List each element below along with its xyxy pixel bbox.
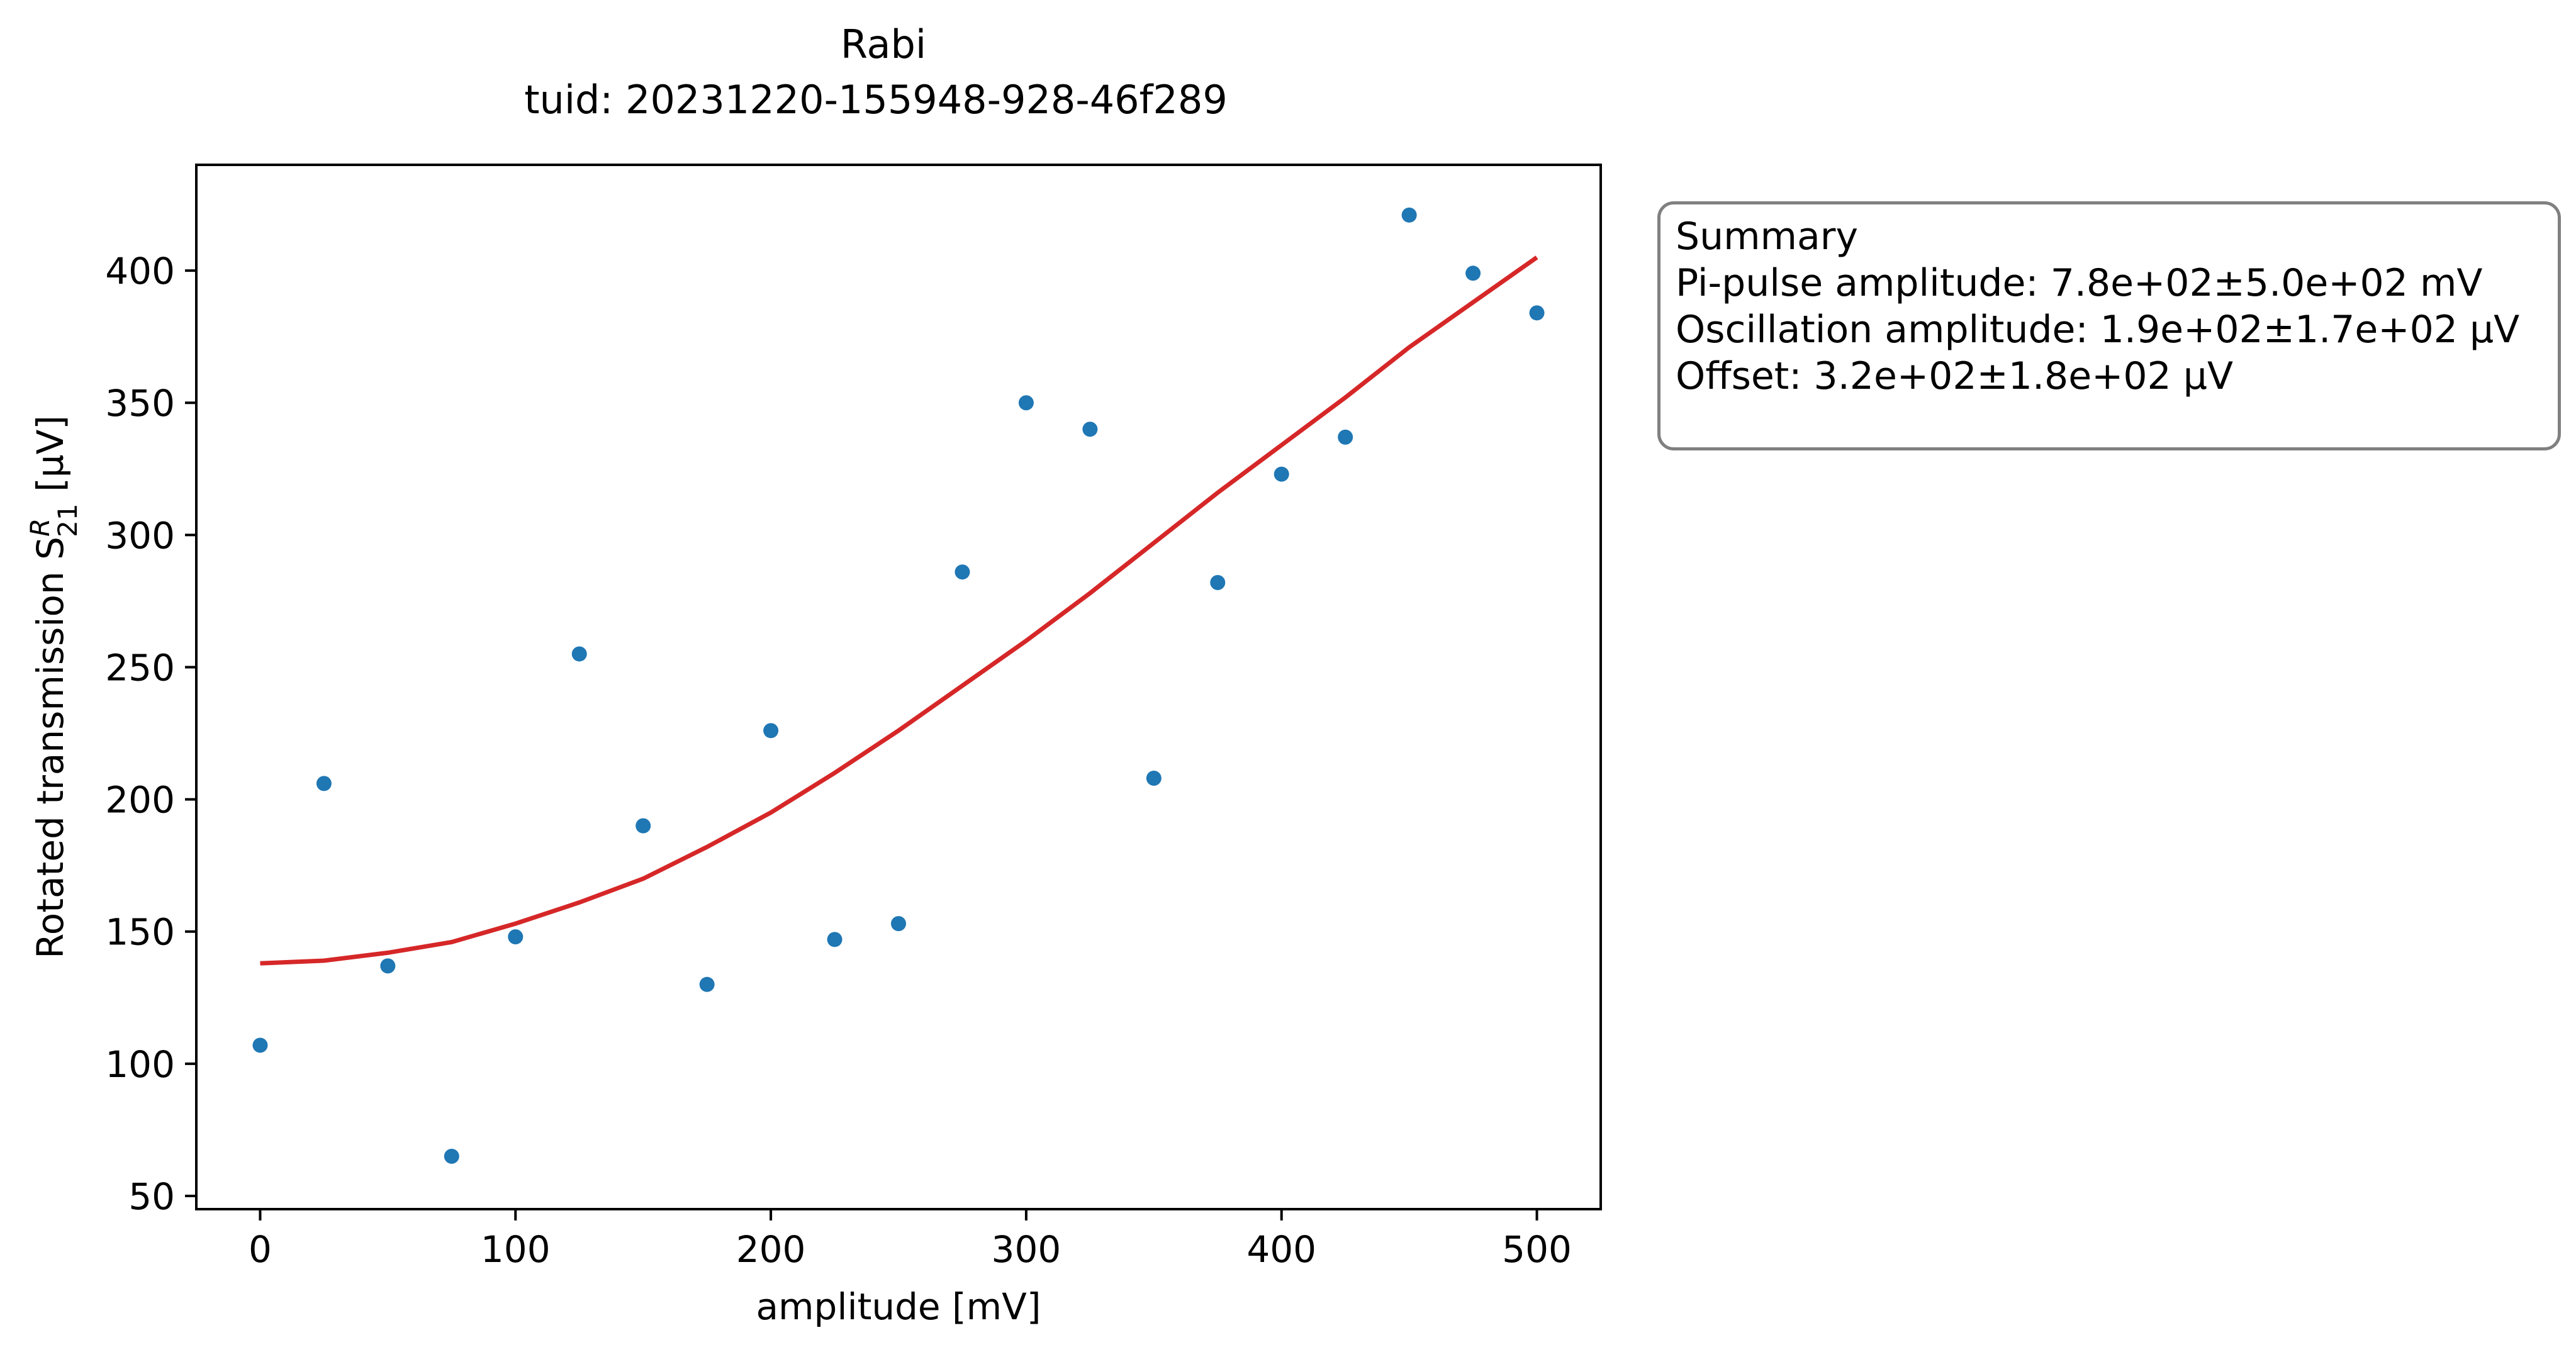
summary-title: Summary [1676,215,1858,259]
y-tick-label: 300 [105,514,175,557]
summary-box: Summary Pi-pulse amplitude: 7.8e+02±5.0e… [1657,201,2561,450]
y-tick-label: 150 [105,911,175,954]
y-axis-label-unit: [µV] [29,415,72,503]
data-point [1465,265,1481,281]
data-point [827,932,843,947]
y-axis-label-main: Rotated transmission S [29,537,72,959]
data-point [636,818,651,834]
y-axis: 50 100 150 200 250 300 350 400 [105,250,196,1218]
data-point [444,1148,459,1164]
data-point [1018,395,1034,411]
y-tick-label: 50 [128,1175,175,1218]
x-tick-label: 400 [1246,1228,1316,1271]
data-point [508,929,524,945]
data-point [699,976,715,992]
y-tick-label: 350 [105,382,175,425]
y-tick-label: 100 [105,1043,175,1086]
data-point [252,1037,268,1053]
data-point [955,564,970,580]
data-point [1529,305,1545,321]
y-tick-label: 400 [105,250,175,293]
x-axis: 0 100 200 300 400 500 [249,1209,1572,1271]
x-tick-label: 300 [992,1228,1061,1271]
data-point [891,916,906,932]
data-point [571,646,587,662]
summary-offset: Offset: 3.2e+02±1.8e+02 µV [1676,354,2234,398]
y-axis-label-sub: 21 [52,503,83,537]
data-point [1338,429,1353,445]
data-point [1274,466,1289,482]
data-points [252,207,1545,1164]
chart-title: Rabi [841,21,926,67]
x-tick-label: 500 [1502,1228,1572,1271]
y-axis-label-sup: R [25,518,55,537]
data-point [1401,207,1417,223]
data-point [1082,422,1098,437]
x-tick-label: 100 [481,1228,551,1271]
y-tick-label: 200 [105,779,175,822]
x-tick-label: 200 [736,1228,806,1271]
data-point [763,723,779,739]
x-axis-label: amplitude [mV] [756,1285,1041,1328]
y-tick-label: 250 [105,646,175,689]
data-point [1210,575,1226,590]
summary-oscillation: Oscillation amplitude: 1.9e+02±1.7e+02 µ… [1676,308,2520,352]
x-tick-label: 0 [249,1228,272,1271]
summary-pi-pulse: Pi-pulse amplitude: 7.8e+02±5.0e+02 mV [1676,261,2483,305]
y-axis-label: Rotated transmission SR21 [µV] [25,415,83,959]
data-point [316,776,332,791]
data-point [1146,770,1162,786]
plot-frame [195,164,1602,1210]
chart-subtitle: tuid: 20231220-155948-928-46f289 [524,77,1228,123]
data-point [380,958,396,974]
fit-curve [260,255,1538,966]
